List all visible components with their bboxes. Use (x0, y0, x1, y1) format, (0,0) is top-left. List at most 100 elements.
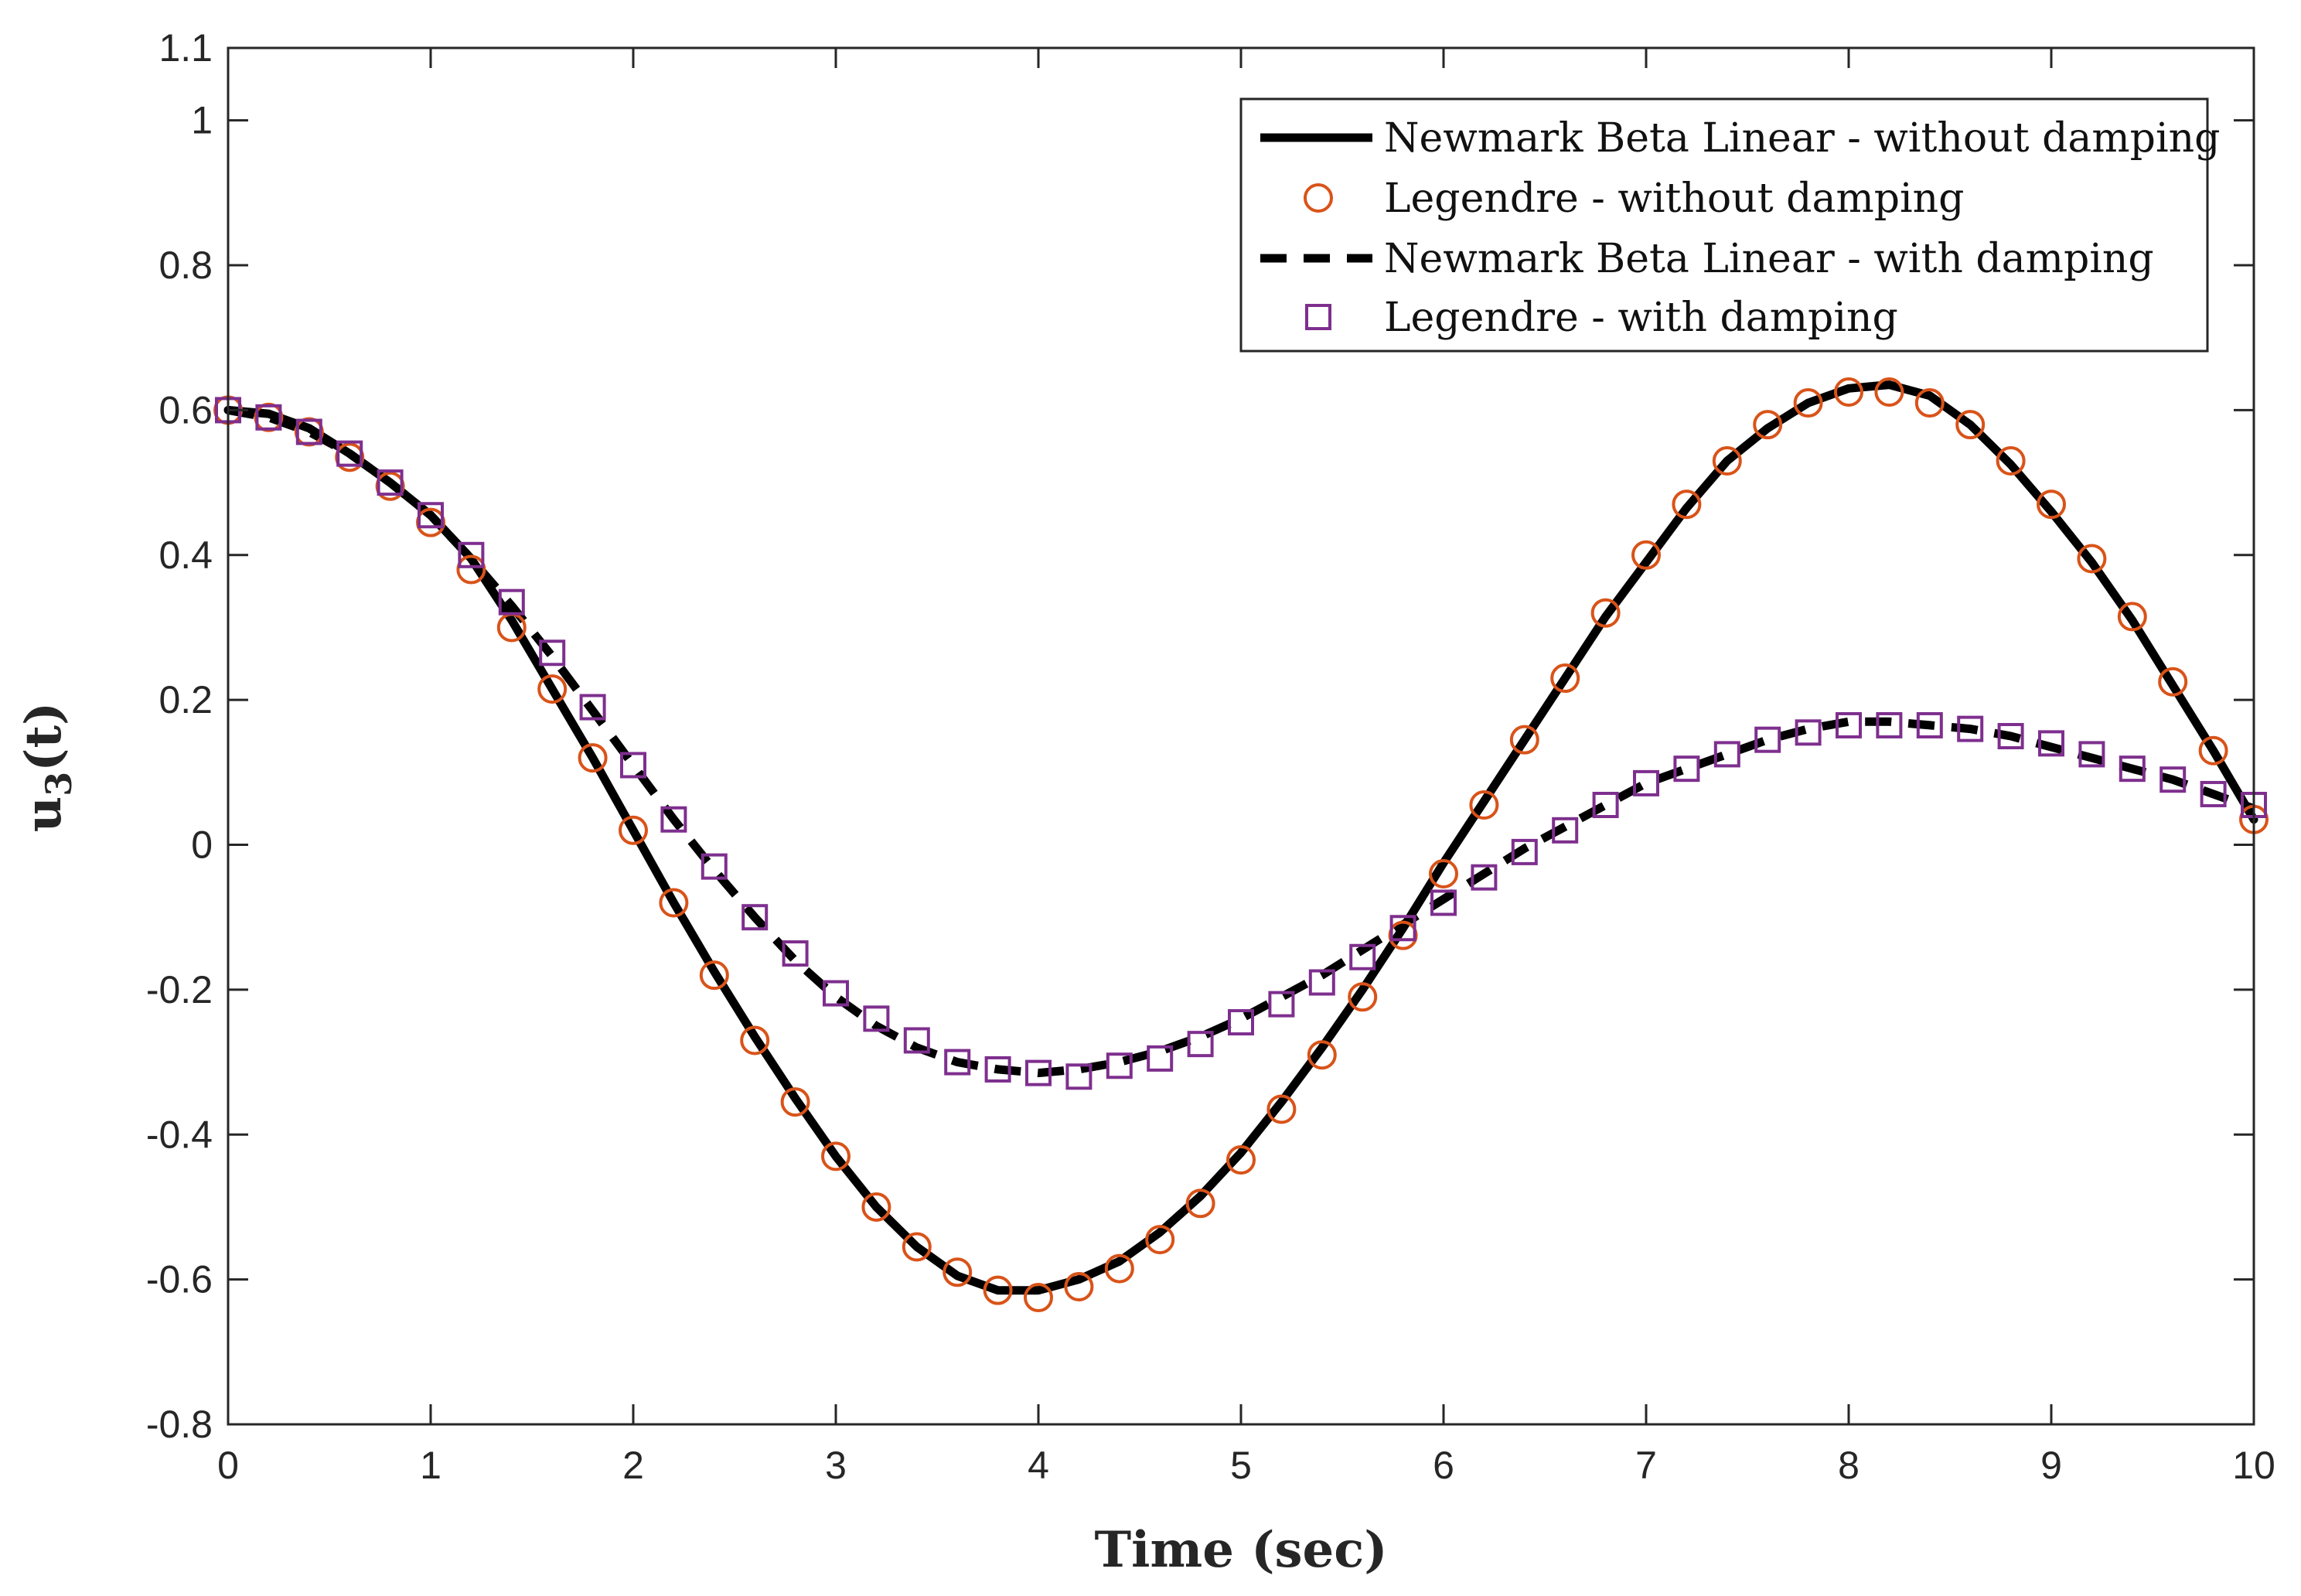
marker-square-legendre-with-damping (2038, 730, 2064, 757)
legend-label: Newmark Beta Linear - without damping (1384, 115, 2220, 162)
x-tick-label: 0 (217, 1444, 239, 1487)
marker-circle-legendre-without-damping (1145, 1225, 1175, 1255)
marker-square-legendre-with-damping (1754, 726, 1781, 753)
marker-square-legendre-with-damping (944, 1049, 971, 1076)
marker-square-legendre-with-damping (1471, 864, 1498, 891)
marker-square-legendre-with-damping (1916, 711, 1943, 738)
marker-circle-legendre-without-damping (1550, 663, 1580, 694)
marker-square-legendre-with-damping (903, 1027, 930, 1054)
marker-square-legendre-with-damping (1065, 1063, 1093, 1090)
y-tick-label: 0.4 (159, 534, 213, 577)
marker-square-legendre-with-damping (741, 904, 769, 931)
y-tick-label: 0.8 (159, 244, 213, 287)
x-tick-label: 4 (1028, 1444, 1049, 1487)
marker-circle-legendre-without-damping (1064, 1272, 1094, 1301)
marker-circle-legendre-without-damping (983, 1275, 1013, 1305)
y-tick-label: 1.1 (159, 26, 213, 70)
marker-square-legendre-with-damping (2160, 766, 2187, 793)
y-tick-label: 0.2 (159, 678, 213, 721)
marker-circle-legendre-without-damping (943, 1257, 973, 1287)
marker-square-legendre-with-damping (1876, 711, 1903, 738)
marker-circle-legendre-without-damping (1226, 1145, 1256, 1175)
y-axis-title: u3(t) (15, 702, 80, 833)
marker-square-legendre-with-damping (2119, 755, 2146, 783)
marker-circle-legendre-without-damping (1996, 446, 2026, 476)
marker-circle-legendre-without-damping (2077, 544, 2107, 574)
x-tick-label: 5 (1230, 1444, 1252, 1487)
legend-symbol-square (1305, 304, 1331, 330)
marker-square-legendre-with-damping (1511, 838, 1538, 865)
legend-box (1239, 97, 2209, 353)
marker-square-legendre-with-damping (377, 469, 404, 496)
marker-square-legendre-with-damping (1147, 1045, 1174, 1072)
marker-square-legendre-with-damping (498, 588, 525, 616)
y-axis-title-base: u (15, 796, 73, 833)
marker-square-legendre-with-damping (863, 1005, 890, 1032)
marker-circle-legendre-without-damping (1266, 1094, 1297, 1124)
marker-square-legendre-with-damping (1228, 1009, 1254, 1036)
marker-circle-legendre-without-damping (1509, 725, 1539, 755)
marker-circle-legendre-without-damping (1590, 598, 1621, 628)
marker-square-legendre-with-damping (1997, 723, 2024, 749)
marker-circle-legendre-without-damping (1834, 377, 1863, 407)
y-tick-label: -0.8 (146, 1403, 213, 1446)
marker-circle-legendre-without-damping (1753, 410, 1783, 440)
marker-square-legendre-with-damping (295, 418, 322, 445)
axes-layer: 0 1 2 3 4 5 6 7 8 9 10 -0.8 -0.6 -0.4 -0.2 0 0.2 0.4 0.6 0.… (146, 26, 2275, 1487)
marker-circle-legendre-without-damping (1874, 377, 1904, 407)
marker-square-legendre-with-damping (1552, 817, 1579, 844)
marker-square-legendre-with-damping (1795, 719, 1822, 746)
marker-square-legendre-with-damping (255, 404, 282, 431)
marker-circle-legendre-without-damping (1793, 388, 1823, 418)
marker-square-legendre-with-damping (620, 752, 646, 779)
marker-circle-legendre-without-damping (780, 1087, 810, 1117)
marker-circle-legendre-without-damping (821, 1141, 851, 1171)
y-tick-label: -0.6 (146, 1258, 213, 1301)
marker-circle-legendre-without-damping (902, 1232, 932, 1262)
marker-square-legendre-with-damping (984, 1055, 1011, 1083)
y-tick-label: -0.4 (146, 1113, 213, 1156)
marker-circle-legendre-without-damping (1348, 982, 1378, 1012)
marker-circle-legendre-without-damping (1712, 446, 1742, 476)
marker-square-legendre-with-damping (1430, 889, 1457, 916)
marker-square-legendre-with-damping (1349, 943, 1376, 970)
marker-square-legendre-with-damping (1389, 915, 1416, 942)
y-tick-label: -0.2 (146, 968, 213, 1011)
marker-square-legendre-with-damping (1836, 711, 1862, 738)
marker-circle-legendre-without-damping (1469, 790, 1499, 820)
x-tick-label: 3 (825, 1444, 847, 1487)
marker-square-legendre-with-damping (1713, 741, 1740, 768)
x-tick-label: 6 (1433, 1444, 1454, 1487)
y-axis-title-rest: (t) (15, 702, 73, 772)
marker-square-legendre-with-damping (823, 980, 849, 1007)
x-tick-label: 9 (2040, 1444, 2062, 1487)
y-tick-label: 0 (191, 824, 213, 867)
marker-circle-legendre-without-damping (1024, 1283, 1053, 1313)
marker-circle-legendre-without-damping (699, 960, 729, 991)
plot-layer (213, 377, 2269, 1313)
series-line-with-damping (227, 405, 2255, 1078)
x-tick-label: 7 (1635, 1444, 1657, 1487)
marker-circle-legendre-without-damping (578, 743, 608, 773)
x-tick-label: 8 (1838, 1444, 1860, 1487)
marker-circle-legendre-without-damping (659, 888, 689, 918)
x-tick-label: 10 (2232, 1444, 2275, 1487)
marker-square-legendre-with-damping (1308, 969, 1335, 996)
marker-square-legendre-with-damping (1592, 792, 1619, 818)
legend: Newmark Beta Linear - without damping Leg… (1239, 97, 2220, 353)
marker-square-legendre-with-damping (1025, 1059, 1052, 1086)
marker-circle-legendre-without-damping (456, 554, 486, 585)
marker-circle-legendre-without-damping (1631, 540, 1661, 570)
marker-circle-legendre-without-damping (2037, 489, 2066, 520)
series-line-without-damping (223, 380, 2258, 1295)
marker-circle-legendre-without-damping (1429, 859, 1458, 888)
x-tick-label: 2 (622, 1444, 644, 1487)
marker-square-legendre-with-damping (418, 502, 444, 529)
y-tick-label: 1 (191, 99, 213, 142)
marker-square-legendre-with-damping (2200, 780, 2227, 807)
legend-label: Legendre - without damping (1384, 176, 1964, 222)
marker-circle-legendre-without-damping (1672, 489, 1702, 520)
marker-square-legendre-with-damping (336, 440, 363, 467)
legend-label: Newmark Beta Linear - with damping (1384, 236, 2154, 282)
